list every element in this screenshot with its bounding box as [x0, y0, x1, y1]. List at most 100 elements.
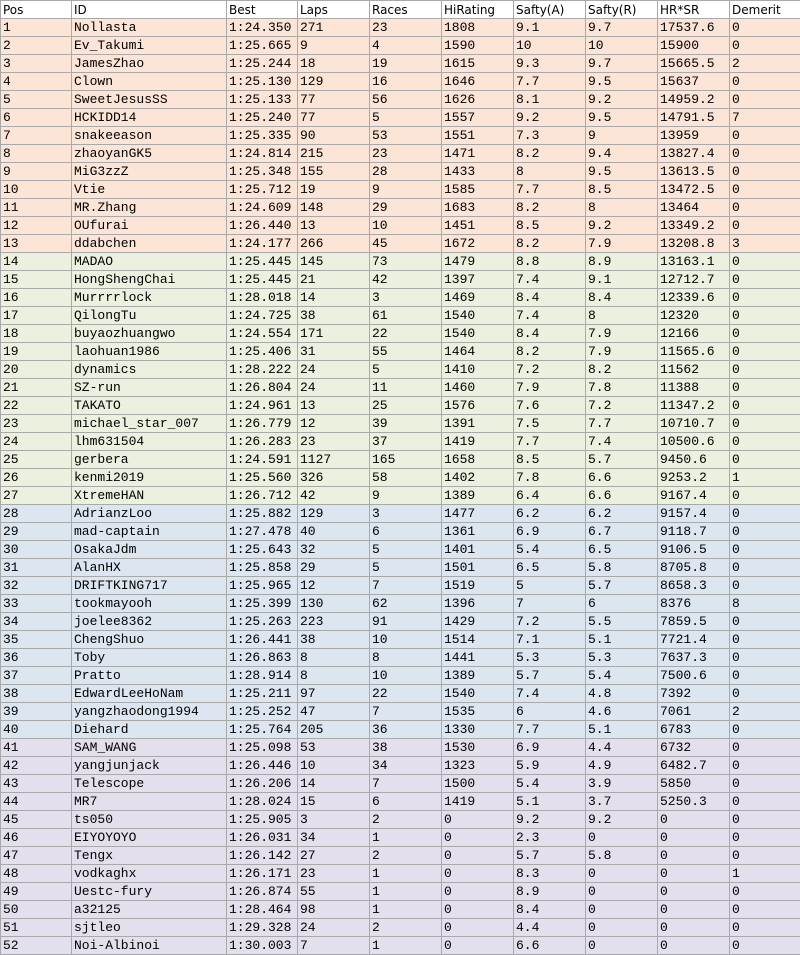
table-row: 10 Vtie 1:25.712 19 9 1585 7.7 8.5 13472.5 0: [0, 180, 800, 199]
table-cell: 33: [0, 594, 72, 613]
table-cell: 90: [297, 126, 370, 145]
table-cell: 7.4: [513, 270, 586, 289]
table-cell: 1:26.171: [226, 864, 298, 883]
table-cell: 5.7: [513, 846, 586, 865]
table-cell: 36: [0, 648, 72, 667]
table-cell: yangjunjack: [71, 756, 227, 775]
table-cell: 5.4: [513, 774, 586, 793]
table-cell: Uestc-fury: [71, 882, 227, 901]
table-cell: 5: [369, 360, 442, 379]
table-cell: 1460: [441, 378, 514, 397]
table-cell: 1:25.098: [226, 738, 298, 757]
table-cell: 7: [369, 576, 442, 595]
table-row: 13 ddabchen 1:24.177 266 45 1672 8.2 7.9 13208.8…: [0, 234, 800, 253]
table-cell: Diehard: [71, 720, 227, 739]
table-cell: 0: [657, 864, 730, 883]
table-cell: 0: [729, 648, 800, 667]
table-cell: 0: [729, 504, 800, 523]
table-cell: 215: [297, 144, 370, 163]
table-cell: 40: [0, 720, 72, 739]
table-cell: 205: [297, 720, 370, 739]
table-cell: Murrrrlock: [71, 288, 227, 307]
table-row: 4 Clown 1:25.130 129 16 1646 7.7 9.5 15637 0: [0, 72, 800, 91]
table-cell: 0: [585, 882, 658, 901]
table-cell: Telescope: [71, 774, 227, 793]
table-cell: 1514: [441, 630, 514, 649]
table-cell: 3.7: [585, 792, 658, 811]
table-cell: 34: [0, 612, 72, 631]
table-cell: 14: [0, 252, 72, 271]
table-cell: 1: [0, 18, 72, 37]
table-cell: 11562: [657, 360, 730, 379]
table-cell: 0: [729, 576, 800, 595]
table-cell: 3: [297, 810, 370, 829]
table-cell: 1401: [441, 540, 514, 559]
table-cell: ts050: [71, 810, 227, 829]
table-cell: 9.2: [585, 90, 658, 109]
table-cell: 1:24.609: [226, 198, 298, 217]
table-cell: 16: [0, 288, 72, 307]
table-cell: 0: [729, 846, 800, 865]
table-cell: 13959: [657, 126, 730, 145]
table-cell: EIYOYOYO: [71, 828, 227, 847]
table-cell: 12: [297, 414, 370, 433]
table-row: 42 yangjunjack 1:26.446 10 34 1323 5.9 4.9 6482.…: [0, 756, 800, 775]
table-cell: 0: [657, 936, 730, 955]
table-cell: 31: [297, 342, 370, 361]
table-cell: 6.6: [585, 468, 658, 487]
table-cell: 10710.7: [657, 414, 730, 433]
table-cell: 0: [729, 756, 800, 775]
table-cell: ddabchen: [71, 234, 227, 253]
table-cell: 1469: [441, 288, 514, 307]
table-cell: tookmayooh: [71, 594, 227, 613]
table-cell: 9.3: [513, 54, 586, 73]
table-cell: 1:25.399: [226, 594, 298, 613]
table-cell: OsakaJdm: [71, 540, 227, 559]
table-cell: 23: [369, 144, 442, 163]
table-cell: 26: [0, 468, 72, 487]
table-cell: 14: [297, 774, 370, 793]
table-cell: vodkaghx: [71, 864, 227, 883]
table-cell: 1451: [441, 216, 514, 235]
table-cell: 9.2: [513, 108, 586, 127]
table-cell: 1:26.874: [226, 882, 298, 901]
table-row: 39 yangzhaodong1994 1:25.252 47 7 1535 6 4.6 706…: [0, 702, 800, 721]
table-cell: 9450.6: [657, 450, 730, 469]
table-row: 51 sjtleo 1:29.328 24 2 0 4.4 0 0 0: [0, 918, 800, 937]
table-cell: 8.8: [513, 252, 586, 271]
table-cell: 6732: [657, 738, 730, 757]
table-cell: Nollasta: [71, 18, 227, 37]
table-cell: 165: [369, 450, 442, 469]
table-cell: 50: [0, 900, 72, 919]
table-cell: 11347.2: [657, 396, 730, 415]
table-cell: 42: [0, 756, 72, 775]
table-cell: 9: [369, 486, 442, 505]
table-cell: 1: [729, 468, 800, 487]
table-cell: 34: [297, 828, 370, 847]
table-cell: 1396: [441, 594, 514, 613]
table-cell: 1:25.858: [226, 558, 298, 577]
table-cell: buyaozhuangwo: [71, 324, 227, 343]
table-cell: 4.4: [585, 738, 658, 757]
table-cell: 1:28.018: [226, 288, 298, 307]
table-cell: 0: [729, 378, 800, 397]
table-cell: DRIFTKING717: [71, 576, 227, 595]
table-cell: 3: [369, 504, 442, 523]
table-cell: 0: [729, 432, 800, 451]
table-cell: 1585: [441, 180, 514, 199]
table-cell: 5.7: [513, 666, 586, 685]
table-cell: 39: [0, 702, 72, 721]
table-row: 26 kenmi2019 1:25.560 326 58 1402 7.8 6.6 9253.2…: [0, 468, 800, 487]
table-cell: mad-captain: [71, 522, 227, 541]
table-cell: lhm631504: [71, 432, 227, 451]
table-cell: 1:24.177: [226, 234, 298, 253]
table-cell: 5: [369, 540, 442, 559]
table-row: 25 gerbera 1:24.591 1127 165 1658 8.5 5.7 9450.6…: [0, 450, 800, 469]
table-cell: 0: [441, 936, 514, 955]
table-cell: 8.2: [513, 342, 586, 361]
table-cell: 6.9: [513, 522, 586, 541]
table-cell: 37: [369, 432, 442, 451]
table-cell: gerbera: [71, 450, 227, 469]
table-row: 30 OsakaJdm 1:25.643 32 5 1401 5.4 6.5 9106.5 0: [0, 540, 800, 559]
table-cell: 1:25.244: [226, 54, 298, 73]
